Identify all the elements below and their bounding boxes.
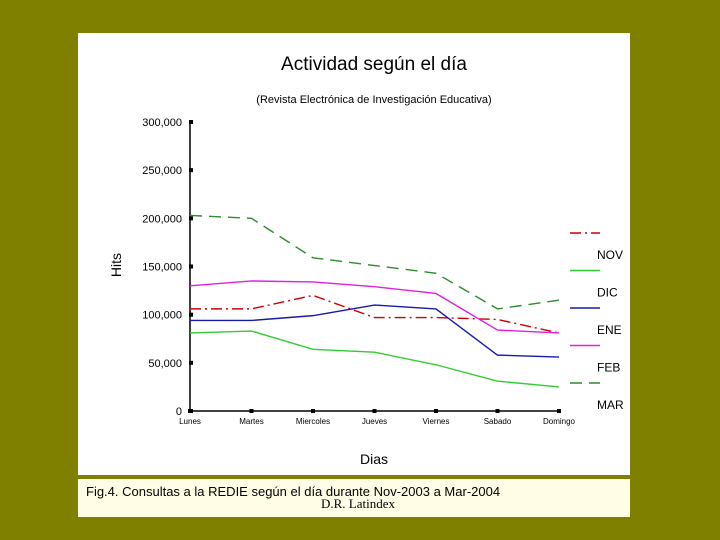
chart-subtitle: (Revista Electrónica de Investigación Ed… xyxy=(256,94,491,106)
series-line-mar xyxy=(189,214,560,310)
x-tick-label: Domingo xyxy=(543,417,576,426)
x-tick-label: Jueves xyxy=(362,417,387,426)
chart-slide: Actividad según el día (Revista Electrón… xyxy=(78,33,630,475)
y-tick-mark xyxy=(189,216,193,221)
x-tick-mark xyxy=(372,409,377,413)
y-tick-label: 250,000 xyxy=(142,165,182,177)
y-ticks: 0 50,000 100,000 150,000 200,000 250,000 300,0… xyxy=(142,117,193,418)
x-axis-label: Dias xyxy=(360,451,388,467)
x-tick-mark xyxy=(188,409,192,413)
caption-box: Fig.4. Consultas a la REDIE según el día… xyxy=(78,479,630,517)
x-tick-label: Viernes xyxy=(423,417,450,426)
x-ticks: Lunes Martes Miercoles Jueves Viernes Sabado D… xyxy=(179,409,576,426)
y-tick-label: 150,000 xyxy=(142,262,182,274)
legend-label-nov: NOV xyxy=(597,248,623,262)
x-tick-label: Martes xyxy=(239,417,263,426)
chart-title: Actividad según el día xyxy=(281,54,467,75)
x-tick-mark xyxy=(495,409,500,413)
legend-label-feb: FEB xyxy=(597,361,620,375)
y-tick-mark xyxy=(189,264,193,269)
y-tick-label: 200,000 xyxy=(142,213,182,225)
legend-label-mar: MAR xyxy=(597,398,624,412)
y-tick-label: 100,000 xyxy=(142,310,182,322)
x-tick-mark xyxy=(434,409,438,413)
y-tick-mark xyxy=(189,168,193,173)
x-tick-label: Lunes xyxy=(179,417,201,426)
y-tick-label: 300,000 xyxy=(142,117,182,129)
caption-credit: D.R. Latindex xyxy=(321,496,396,511)
series-line-ene xyxy=(190,304,560,358)
legend-label-dic: DIC xyxy=(597,286,618,300)
series-line-dic xyxy=(189,330,560,388)
series-line-feb xyxy=(189,280,560,334)
y-axis-label: Hits xyxy=(108,253,124,277)
axes xyxy=(189,122,559,412)
legend-label-ene: ENE xyxy=(597,323,622,337)
y-tick-mark xyxy=(189,120,193,124)
x-tick-mark xyxy=(557,409,561,413)
y-tick-mark xyxy=(189,360,193,365)
y-tick-mark xyxy=(189,312,193,317)
legend: NOV DIC ENE FEB MAR xyxy=(570,232,624,412)
x-tick-label: Sabado xyxy=(484,417,512,426)
x-tick-mark xyxy=(311,409,315,413)
y-tick-label: 0 xyxy=(176,406,182,418)
x-tick-label: Miercoles xyxy=(296,417,330,426)
y-tick-label: 50,000 xyxy=(148,358,182,370)
x-tick-mark xyxy=(249,409,254,413)
line-chart: Actividad según el día (Revista Electrón… xyxy=(108,54,624,467)
series-line-nov xyxy=(190,294,560,334)
series-lines xyxy=(189,214,560,388)
caption-text: Fig.4. Consultas a la REDIE según el día… xyxy=(86,484,501,499)
